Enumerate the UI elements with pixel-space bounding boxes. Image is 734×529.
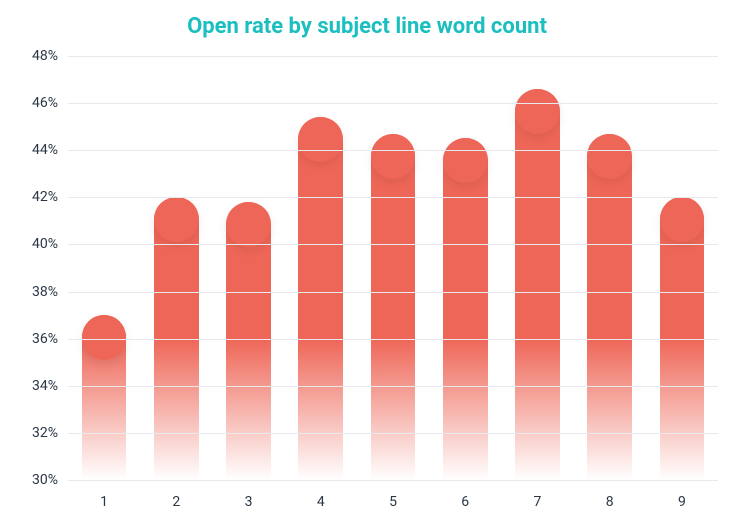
gridline [68, 292, 718, 293]
bar [82, 315, 127, 480]
bars-layer [68, 56, 718, 480]
y-axis-label: 40% [32, 236, 58, 252]
bar-cap [226, 202, 271, 247]
gridline [68, 56, 718, 57]
chart-title: Open rate by subject line word count [0, 14, 734, 39]
bar-cap [515, 89, 560, 134]
y-axis-label: 44% [32, 142, 58, 158]
x-axis-label: 7 [534, 494, 542, 510]
bar-cap [154, 197, 199, 242]
x-axis-label: 6 [461, 494, 469, 510]
gridline [68, 339, 718, 340]
x-axis-label: 1 [100, 494, 108, 510]
x-axis-label: 3 [245, 494, 253, 510]
bar-cap [443, 138, 488, 183]
plot-area: 30%32%34%36%38%40%42%44%46%48%123456789 [68, 56, 718, 480]
y-axis-label: 38% [32, 284, 58, 300]
x-axis-label: 2 [172, 494, 180, 510]
y-axis-label: 46% [32, 95, 58, 111]
gridline [68, 480, 718, 481]
gridline [68, 197, 718, 198]
bar-cap [660, 197, 705, 242]
x-axis-label: 9 [678, 494, 686, 510]
bar [443, 138, 488, 480]
gridline [68, 386, 718, 387]
open-rate-chart: Open rate by subject line word count 30%… [0, 0, 734, 529]
y-axis-label: 30% [32, 472, 58, 488]
gridline [68, 103, 718, 104]
gridline [68, 150, 718, 151]
gridline [68, 244, 718, 245]
y-axis-label: 34% [32, 378, 58, 394]
bar [587, 134, 632, 480]
x-axis-label: 4 [317, 494, 325, 510]
y-axis-label: 42% [32, 189, 58, 205]
gridline [68, 433, 718, 434]
bar-cap [371, 134, 416, 179]
y-axis-label: 48% [32, 48, 58, 64]
bar-cap [587, 134, 632, 179]
bar [515, 89, 560, 480]
bar-cap [298, 117, 343, 162]
bar [371, 134, 416, 480]
x-axis-label: 5 [389, 494, 397, 510]
y-axis-label: 36% [32, 331, 58, 347]
y-axis-label: 32% [32, 425, 58, 441]
x-axis-label: 8 [606, 494, 614, 510]
bar [298, 117, 343, 480]
bar-cap [82, 315, 127, 360]
